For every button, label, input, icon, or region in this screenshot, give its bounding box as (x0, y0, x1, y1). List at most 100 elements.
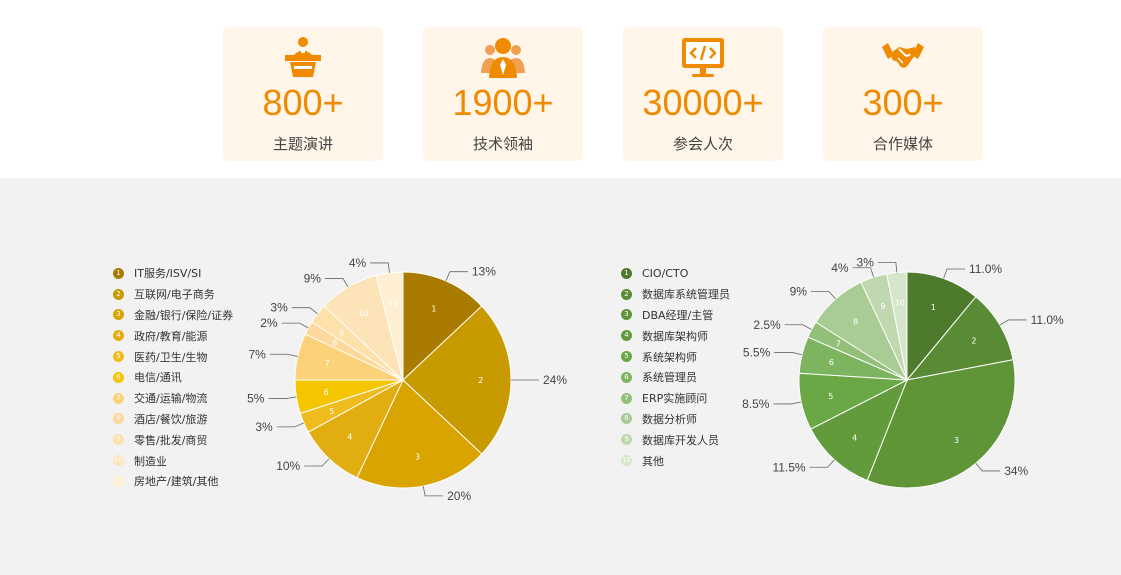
stat-label: 主题演讲 (272, 135, 333, 153)
legend-label: 其他 (642, 454, 664, 468)
leader-line (809, 459, 835, 468)
legend-item: 2 互联网/电子商务 (113, 284, 233, 305)
slice-index: 2 (971, 336, 976, 345)
slice-index: 3 (954, 436, 959, 445)
legend-marker: 10 (621, 455, 632, 467)
data-label: 5.5% (743, 345, 771, 359)
legend-marker: 6 (113, 371, 124, 383)
legend-label: ERP实施顾问 (642, 392, 708, 406)
data-label: 13% (472, 265, 496, 279)
legend-label: 系统管理员 (642, 371, 697, 385)
slice-index: 9 (880, 302, 885, 311)
leader-line (370, 262, 390, 273)
legend-item: 9 数据库开发人员 (621, 429, 730, 450)
legend-label: 酒店/餐饮/旅游 (134, 412, 208, 426)
data-label: 4% (349, 256, 367, 270)
role-legend: 1 CIO/CTO 2 数据库系统管理员 3 DBA经理/主管 4 数据库架构师 5 系统架构师 6… (621, 263, 730, 471)
data-label: 3% (857, 256, 875, 270)
legend-marker: 2 (113, 288, 124, 300)
leader-line (999, 319, 1027, 326)
leader-line (269, 353, 298, 357)
legend-label: 系统架构师 (642, 350, 697, 364)
pie-slice (356, 379, 483, 489)
charts-section: 1 IT服务/ISV/SI 2 互联网/电子商务 3 金融/银行/保险/证券 4 政府/教育/… (0, 178, 1121, 575)
legend-marker: 3 (113, 309, 124, 321)
legend-item: 3 DBA经理/主管 (621, 305, 730, 326)
slice-index: 1 (431, 305, 436, 314)
slice-index: 1 (931, 303, 936, 312)
data-label: 20% (447, 489, 471, 503)
legend-label: 互联网/电子商务 (134, 288, 215, 302)
pie-slice (886, 271, 908, 381)
stat-number: 300+ (862, 82, 944, 123)
speaker-podium-icon (285, 37, 321, 77)
legend-item: 6 电信/通讯 (113, 367, 233, 388)
legend-marker: 10 (113, 455, 124, 467)
legend-item: 11 房地产/建筑/其他 (113, 471, 233, 492)
legend-marker: 11 (113, 475, 124, 487)
slice-index: 3 (415, 452, 420, 461)
legend-label: 数据库开发人员 (642, 433, 719, 447)
stat-number: 800+ (262, 82, 344, 123)
stat-card-media: 300+ 合作媒体 (823, 27, 983, 161)
legend-label: 金融/银行/保险/证券 (134, 308, 234, 322)
slice-index: 8 (332, 339, 337, 348)
data-label: 34% (1004, 464, 1028, 478)
legend-item: 5 医药/卫生/生物 (113, 346, 233, 367)
handshake-icon (882, 43, 924, 68)
code-monitor-icon (682, 38, 724, 77)
legend-marker: 8 (621, 413, 632, 425)
data-label: 4% (831, 261, 849, 275)
legend-item: 7 ERP实施顾问 (621, 388, 730, 409)
leader-line (784, 324, 812, 330)
legend-marker: 5 (621, 351, 632, 363)
legend-label: 零售/批发/商贸 (134, 433, 208, 447)
data-label: 7% (248, 347, 266, 361)
data-label: 3% (255, 420, 273, 434)
legend-item: 2 数据库系统管理员 (621, 284, 730, 305)
data-label: 11.5% (772, 460, 805, 474)
slice-index: 10 (358, 309, 368, 318)
leader-line (877, 262, 898, 273)
slice-index: 8 (853, 318, 858, 327)
pie-slice (402, 271, 483, 382)
legend-marker: 7 (113, 392, 124, 404)
legend-label: 数据库系统管理员 (642, 288, 730, 302)
stat-number: 1900+ (452, 82, 554, 123)
slice-index: 10 (895, 299, 905, 308)
leader-line (422, 486, 444, 497)
leader-line (281, 322, 309, 329)
pie-slice (402, 305, 512, 455)
legend-marker: 7 (621, 392, 632, 404)
leader-line (291, 307, 318, 315)
data-label: 2% (260, 316, 278, 330)
legend-label: 房地产/建筑/其他 (134, 475, 219, 489)
legend-label: 制造业 (134, 454, 167, 468)
legend-item: 4 数据库架构师 (621, 325, 730, 346)
slice-index: 6 (324, 388, 329, 397)
slice-index: 5 (828, 392, 833, 401)
leader-line (975, 462, 1001, 472)
legend-item: 9 零售/批发/商贸 (113, 429, 233, 450)
data-label: 5% (247, 391, 265, 405)
legend-marker: 9 (621, 434, 632, 446)
legend-marker: 1 (113, 267, 124, 279)
stat-card-leaders: 1900+ 技术领袖 (423, 27, 583, 161)
legend-label: 交通/运输/物流 (134, 392, 208, 406)
data-label: 11.0% (1031, 313, 1064, 327)
legend-item: 10 制造业 (113, 450, 233, 471)
slice-index: 5 (329, 407, 334, 416)
pie-slice (905, 296, 1014, 381)
slice-index: 4 (852, 434, 857, 443)
legend-item: 1 IT服务/ISV/SI (113, 263, 233, 284)
legend-marker: 9 (113, 434, 124, 446)
legend-label: 电信/通讯 (134, 371, 182, 385)
pie-slice (906, 271, 977, 382)
legend-item: 8 酒店/餐饮/旅游 (113, 409, 233, 430)
legend-marker: 4 (113, 330, 124, 342)
data-label: 3% (270, 301, 288, 315)
leader-line (943, 268, 965, 279)
data-label: 8.5% (742, 397, 770, 411)
slice-index: 7 (325, 359, 330, 368)
legend-label: 数据库架构师 (642, 329, 708, 343)
